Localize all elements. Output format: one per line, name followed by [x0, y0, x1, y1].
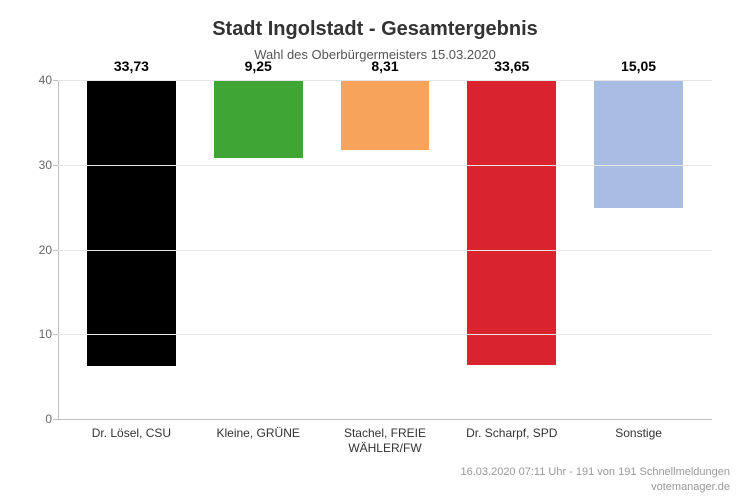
gridline [58, 80, 712, 81]
footer-source: votemanager.de [461, 480, 731, 494]
y-tick-mark [53, 165, 58, 166]
y-tick-mark [53, 334, 58, 335]
x-axis-label: Dr. Lösel, CSU [68, 426, 195, 456]
x-axis-label: Sonstige [575, 426, 702, 456]
election-result-chart: Stadt Ingolstadt - Gesamtergebnis Wahl d… [0, 0, 750, 500]
y-tick-label: 20 [26, 243, 52, 257]
chart-footer: 16.03.2020 07:11 Uhr - 191 von 191 Schne… [461, 465, 731, 494]
y-tick-mark [53, 80, 58, 81]
y-tick-label: 0 [26, 412, 52, 426]
y-tick-mark [53, 419, 58, 420]
gridline [58, 334, 712, 335]
x-axis-label: Kleine, GRÜNE [195, 426, 322, 456]
plot-area: 33,739,258,3133,6515,05 010203040 [58, 80, 712, 420]
y-tick-label: 30 [26, 158, 52, 172]
x-axis-label: Stachel, FREIE WÄHLER/FW [322, 426, 449, 456]
bar: 33,73 [87, 80, 176, 366]
y-tick-label: 40 [26, 73, 52, 87]
bar: 15,05 [594, 80, 683, 208]
bar: 8,31 [341, 80, 430, 150]
footer-timestamp: 16.03.2020 07:11 Uhr - 191 von 191 Schne… [461, 465, 731, 479]
x-axis-labels: Dr. Lösel, CSUKleine, GRÜNEStachel, FREI… [58, 420, 712, 456]
y-tick-mark [53, 250, 58, 251]
gridline [58, 250, 712, 251]
bar-value-label: 8,31 [371, 58, 398, 74]
bar-value-label: 33,65 [494, 58, 529, 74]
chart-title: Stadt Ingolstadt - Gesamtergebnis [20, 18, 730, 41]
x-axis-label: Dr. Scharpf, SPD [448, 426, 575, 456]
bar-value-label: 15,05 [621, 58, 656, 74]
bar: 9,25 [214, 80, 303, 158]
bar-value-label: 33,73 [114, 58, 149, 74]
gridline [58, 165, 712, 166]
y-tick-label: 10 [26, 327, 52, 341]
bar: 33,65 [467, 80, 556, 365]
bar-value-label: 9,25 [245, 58, 272, 74]
